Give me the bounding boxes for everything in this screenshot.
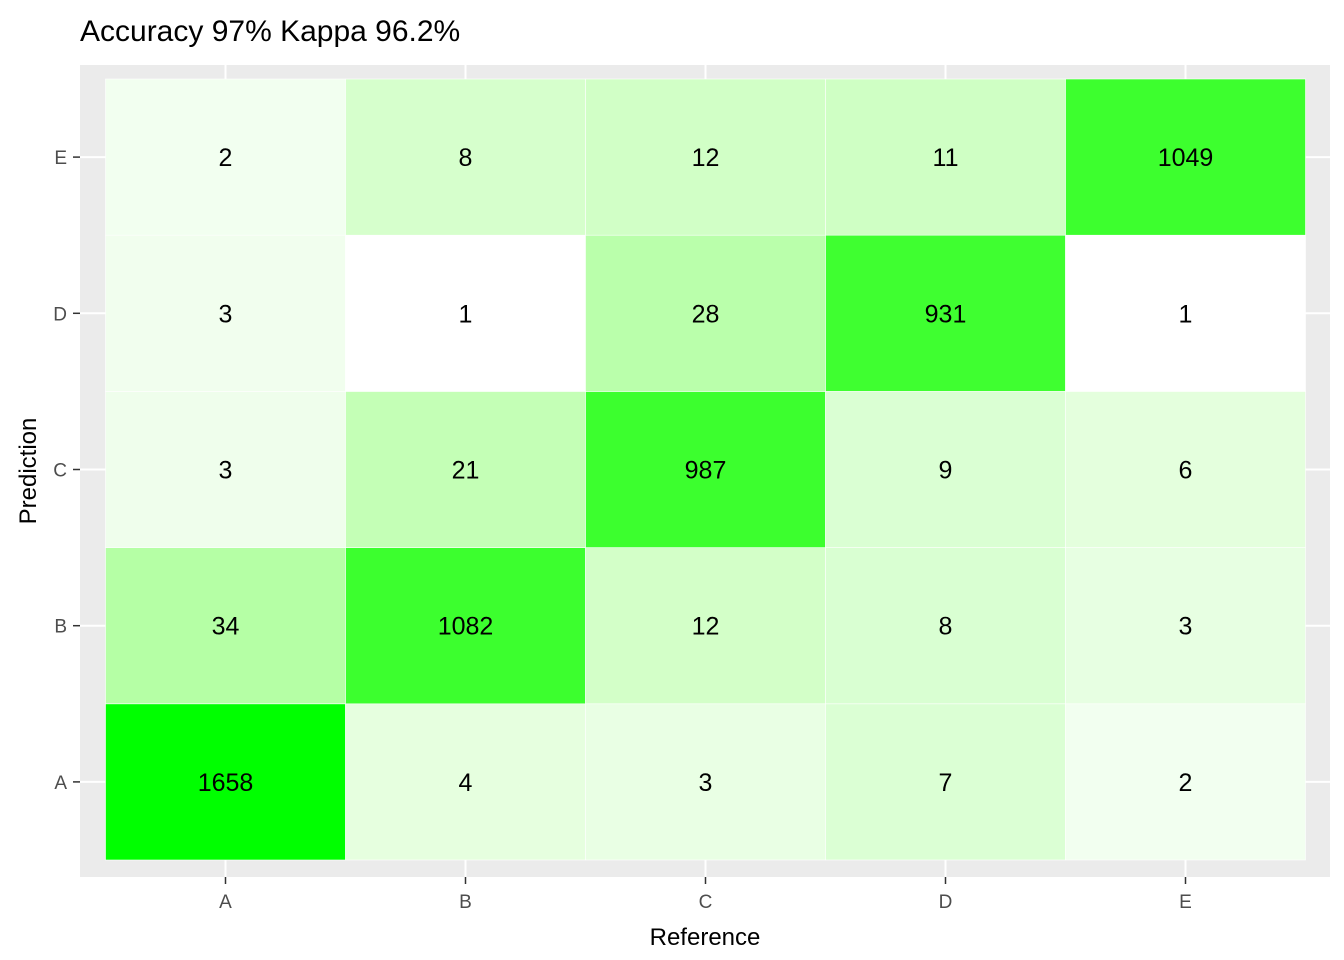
chart-title: Accuracy 97% Kappa 96.2% <box>80 15 460 48</box>
heatmap-cell-A-C <box>585 703 826 861</box>
heatmap-cells <box>105 78 1306 861</box>
cell-value-B-D: 8 <box>939 613 953 641</box>
heatmap-cell-C-B <box>345 391 586 548</box>
x-tick-label-C: C <box>699 892 713 913</box>
cell-value-C-C: 987 <box>685 457 727 485</box>
heatmap-cell-B-A <box>105 547 346 705</box>
cell-value-C-D: 9 <box>939 457 953 485</box>
x-tick-label-B: B <box>459 892 472 913</box>
heatmap-cell-C-C <box>585 391 826 548</box>
x-axis: A B C D E <box>219 877 1192 913</box>
y-tick-label-C: C <box>53 461 67 482</box>
y-axis: A B C D E <box>53 148 80 794</box>
cell-value-B-B: 1082 <box>438 613 494 641</box>
cell-value-D-C: 28 <box>692 300 720 328</box>
cell-value-E-E: 1049 <box>1158 144 1214 172</box>
heatmap-cell-D-E <box>1065 234 1306 392</box>
x-axis-title: Reference <box>650 924 761 951</box>
cell-value-E-A: 2 <box>219 144 233 172</box>
heatmap-cell-A-A <box>105 703 346 861</box>
cell-value-labels: 1658 4 3 7 234 1082 12 8 33 21 987 9 63 1 28 931 12 8 12 11… <box>198 144 1214 797</box>
heatmap-cell-B-E <box>1065 547 1306 705</box>
cell-value-D-B: 1 <box>459 300 473 328</box>
heatmap-cell-D-C <box>585 234 826 392</box>
heatmap-cell-E-C <box>585 78 826 236</box>
cell-value-B-A: 34 <box>212 613 240 641</box>
y-tick-label-A: A <box>54 773 67 794</box>
cell-value-A-B: 4 <box>459 769 473 797</box>
heatmap-cell-E-E <box>1065 78 1306 236</box>
cell-value-D-A: 3 <box>219 300 233 328</box>
heatmap-cell-A-E <box>1065 703 1306 861</box>
cell-value-D-E: 1 <box>1179 300 1193 328</box>
cell-value-D-D: 931 <box>925 300 967 328</box>
cell-value-E-B: 8 <box>459 144 473 172</box>
heatmap-cell-E-B <box>345 78 586 236</box>
heatmap-cell-C-D <box>825 391 1066 548</box>
cell-value-C-B: 21 <box>452 457 480 485</box>
y-axis-title: Prediction <box>15 418 42 525</box>
x-tick-label-D: D <box>939 892 953 913</box>
cell-value-B-E: 3 <box>1179 613 1193 641</box>
heatmap-cell-A-D <box>825 703 1066 861</box>
cell-value-A-C: 3 <box>699 769 713 797</box>
cell-value-B-C: 12 <box>692 613 720 641</box>
heatmap-cell-B-D <box>825 547 1066 705</box>
y-tick-label-E: E <box>54 148 67 169</box>
heatmap-cell-C-E <box>1065 391 1306 548</box>
cell-value-A-D: 7 <box>939 769 953 797</box>
x-tick-label-A: A <box>219 892 232 913</box>
y-tick-label-B: B <box>54 617 67 638</box>
cell-value-C-A: 3 <box>219 457 233 485</box>
heatmap-cell-A-B <box>345 703 586 861</box>
y-tick-label-D: D <box>53 304 67 325</box>
cell-value-A-E: 2 <box>1179 769 1193 797</box>
heatmap-cell-B-B <box>345 547 586 705</box>
heatmap-cell-E-D <box>825 78 1066 236</box>
cell-value-E-D: 11 <box>933 144 959 172</box>
x-tick-label-E: E <box>1179 892 1192 913</box>
heatmap-cell-D-B <box>345 234 586 392</box>
cell-value-A-A: 1658 <box>198 769 254 797</box>
cell-value-E-C: 12 <box>692 144 720 172</box>
heatmap-cell-D-A <box>105 234 346 392</box>
cell-value-C-E: 6 <box>1179 457 1193 485</box>
